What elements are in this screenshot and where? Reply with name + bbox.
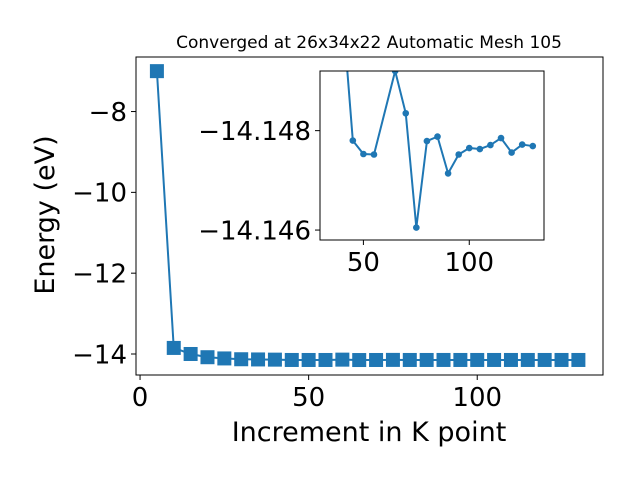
data-point-marker — [487, 141, 494, 149]
data-point-marker — [183, 346, 198, 361]
data-point-marker — [200, 350, 215, 365]
data-point-marker — [518, 141, 526, 148]
data-point-marker — [149, 64, 164, 79]
x-tick-label: 50 — [347, 248, 380, 278]
data-point-marker — [476, 145, 484, 153]
plot-background — [320, 71, 544, 240]
data-point-marker — [520, 352, 535, 367]
data-point-marker — [470, 352, 485, 367]
x-tick-label: 100 — [444, 248, 494, 278]
data-point-marker — [444, 170, 452, 177]
data-point-marker — [529, 142, 537, 150]
y-tick-label: −14.148 — [198, 117, 311, 147]
data-point-marker — [369, 352, 384, 367]
data-point-marker — [434, 133, 441, 140]
data-point-marker — [166, 340, 181, 355]
data-point-marker — [508, 149, 515, 156]
data-point-marker — [419, 352, 434, 367]
data-point-marker — [487, 352, 502, 367]
data-point-marker — [455, 151, 462, 158]
data-point-marker — [402, 352, 417, 367]
data-point-marker — [391, 71, 399, 75]
data-point-marker — [370, 151, 378, 158]
inset-plot: 50 100 −14.148 −14.146 — [198, 3, 545, 278]
y-tick-label: −14.146 — [198, 216, 311, 246]
data-point-marker — [423, 137, 431, 145]
y-tick-label: −10 — [72, 179, 127, 209]
data-point-marker — [360, 150, 367, 158]
y-tick-label: −8 — [89, 98, 127, 128]
data-point-marker — [217, 351, 232, 366]
data-point-marker — [413, 224, 420, 231]
data-point-marker — [385, 352, 400, 367]
data-point-marker — [503, 352, 518, 367]
data-point-marker — [537, 352, 552, 367]
data-point-marker — [402, 109, 410, 117]
plot-frame — [135, 56, 604, 376]
data-point-marker — [339, 3, 346, 10]
data-point-marker — [335, 352, 350, 367]
series-group — [149, 64, 586, 368]
data-point-marker — [352, 353, 367, 368]
series-group — [339, 3, 537, 231]
data-point-marker — [301, 352, 316, 367]
data-point-marker — [497, 134, 505, 142]
data-point-marker — [251, 352, 266, 367]
data-point-marker — [465, 144, 473, 152]
data-point-marker — [453, 352, 468, 367]
chart-title: Converged at 26x34x22 Automatic Mesh 105 — [176, 33, 562, 53]
x-tick-label: 0 — [132, 383, 149, 413]
data-point-marker — [234, 352, 249, 367]
data-point-marker — [318, 352, 333, 367]
x-tick-label: 50 — [292, 383, 325, 413]
data-point-marker — [554, 352, 569, 367]
data-point-marker — [349, 137, 357, 144]
y-tick-label: −12 — [72, 260, 127, 290]
data-point-marker — [571, 352, 586, 367]
data-point-marker — [267, 352, 282, 367]
data-point-marker — [284, 352, 299, 367]
plot-frame — [319, 70, 545, 241]
data-point-marker — [436, 352, 451, 367]
y-tick-label: −14 — [72, 340, 127, 370]
y-axis-label: Energy (eV) — [30, 135, 61, 294]
x-tick-label: 100 — [452, 383, 502, 413]
x-axis-label: Increment in K point — [232, 417, 507, 448]
